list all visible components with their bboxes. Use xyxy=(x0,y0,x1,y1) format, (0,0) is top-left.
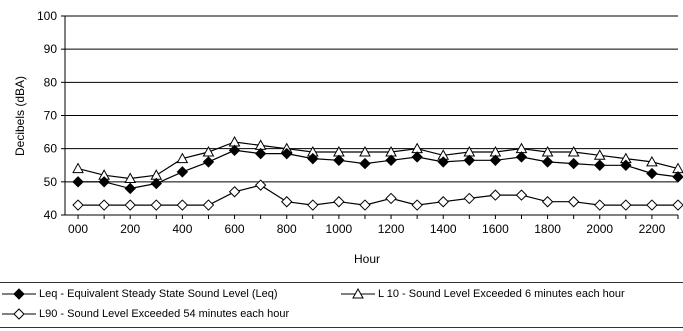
x-tick-label: 1400 xyxy=(430,222,457,236)
y-axis-title: Decibels (dBA) xyxy=(13,76,27,156)
legend-leq-label: Leq - Equivalent Steady State Sound Leve… xyxy=(39,288,278,300)
data-point xyxy=(333,154,345,166)
legend-item-leq: Leq - Equivalent Steady State Sound Leve… xyxy=(2,288,278,300)
data-point xyxy=(515,151,528,163)
y-tick-label: 40 xyxy=(44,208,58,222)
data-point xyxy=(567,196,580,208)
data-point xyxy=(333,196,345,208)
data-point xyxy=(124,172,137,184)
x-tick-label: 400 xyxy=(172,222,192,236)
data-point xyxy=(463,192,476,205)
data-point xyxy=(672,171,683,183)
axes: 40 50 60 70 80 90 100 000 200 400 600 800 1000 1200 14… xyxy=(37,9,679,236)
x-tick-label: 1600 xyxy=(482,222,509,236)
data-point xyxy=(541,196,554,208)
data-point xyxy=(98,199,110,211)
x-tick-label: 2200 xyxy=(639,222,666,236)
data-point xyxy=(228,186,241,198)
data-point xyxy=(202,199,215,211)
data-point xyxy=(72,199,84,211)
x-tick-label: 600 xyxy=(225,222,245,236)
data-point xyxy=(72,176,84,188)
data-point xyxy=(202,145,215,157)
x-tick-label: 2000 xyxy=(586,222,613,236)
data-point xyxy=(281,147,293,160)
x-tick-label: 200 xyxy=(120,222,140,236)
data-point xyxy=(176,199,189,211)
series-1 xyxy=(72,136,683,184)
data-point xyxy=(411,151,423,163)
data-point xyxy=(567,145,580,157)
legend-l90-label: L90 - Sound Level Exceeded 54 minutes ea… xyxy=(39,308,290,320)
data-point xyxy=(281,196,293,208)
data-point xyxy=(646,155,658,167)
data-point xyxy=(672,199,683,211)
data-point xyxy=(515,189,528,201)
legend: Leq - Equivalent Steady State Sound Leve… xyxy=(0,282,683,328)
data-point xyxy=(385,154,397,166)
legend-l10-swatch xyxy=(341,288,375,299)
data-point xyxy=(307,199,319,211)
data-point xyxy=(646,199,658,211)
data-point xyxy=(463,154,476,166)
data-point xyxy=(489,154,502,166)
x-tick-label: 1200 xyxy=(378,222,405,236)
plot-area: 40 50 60 70 80 90 100 000 200 400 600 800 1000 1200 14… xyxy=(13,9,683,266)
x-tick-label: 1800 xyxy=(534,222,561,236)
data-point xyxy=(593,149,606,160)
data-point xyxy=(359,199,371,211)
data-point xyxy=(202,156,215,168)
y-tick-label: 100 xyxy=(37,9,57,23)
data-point xyxy=(307,152,319,165)
data-point xyxy=(620,159,632,171)
gridlines xyxy=(65,15,678,183)
data-point xyxy=(254,147,267,160)
data-point xyxy=(124,182,136,195)
data-point xyxy=(254,179,267,191)
series-0 xyxy=(72,144,683,195)
data-point xyxy=(620,199,632,211)
data-point xyxy=(411,199,423,211)
series-2 xyxy=(72,179,683,211)
data-point xyxy=(437,156,449,168)
data-point xyxy=(359,157,371,170)
data-point xyxy=(150,177,163,190)
series-line-0 xyxy=(78,149,679,190)
y-tick-label: 50 xyxy=(44,175,58,189)
legend-item-l90: L90 - Sound Level Exceeded 54 minutes ea… xyxy=(2,308,289,320)
data-point xyxy=(541,145,554,157)
data-point xyxy=(646,167,658,180)
data-point xyxy=(176,152,189,164)
y-tick-label: 70 xyxy=(44,109,58,123)
data-point xyxy=(437,196,449,208)
legend-l90-swatch xyxy=(2,308,36,320)
y-tick-label: 80 xyxy=(44,75,58,89)
data-point xyxy=(72,162,84,174)
data-point xyxy=(541,156,554,168)
y-tick-label: 90 xyxy=(44,42,58,56)
legend-l10-label: L 10 - Sound Level Exceeded 6 minutes ea… xyxy=(378,288,625,300)
legend-leq-swatch xyxy=(2,288,36,300)
series-line-1 xyxy=(77,141,679,180)
x-tick-label: 1000 xyxy=(326,222,353,236)
data-point xyxy=(359,145,371,157)
data-point xyxy=(228,144,241,157)
y-tick-label: 60 xyxy=(44,142,58,156)
data-point xyxy=(594,159,606,171)
x-tick-label: 000 xyxy=(68,222,88,236)
legend-item-l10: L 10 - Sound Level Exceeded 6 minutes ea… xyxy=(341,288,625,300)
data-point xyxy=(176,166,189,178)
x-tick-label: 800 xyxy=(277,222,297,236)
data-point xyxy=(385,192,397,205)
data-point xyxy=(150,199,163,211)
series-group xyxy=(72,136,683,211)
data-point xyxy=(594,199,606,211)
data-point xyxy=(124,199,136,211)
data-point xyxy=(567,157,580,170)
data-point xyxy=(98,176,110,188)
x-axis-title: Hour xyxy=(354,252,380,266)
data-point xyxy=(489,189,502,201)
series-line-2 xyxy=(78,184,678,206)
